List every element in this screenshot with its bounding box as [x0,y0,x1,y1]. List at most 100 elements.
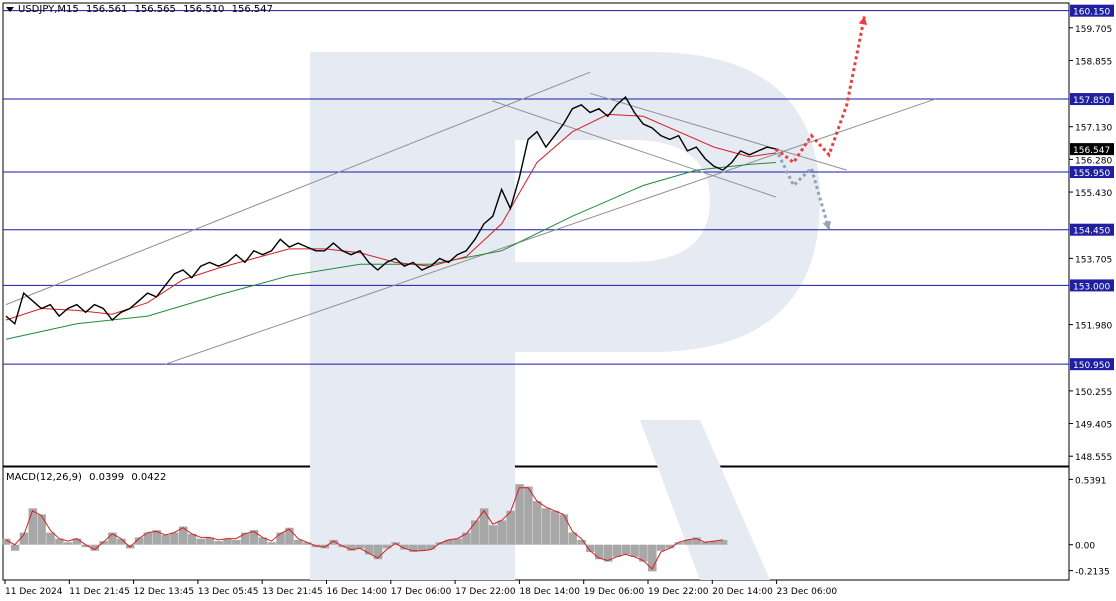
low-price: 156.510 [183,4,225,15]
watermark-shape-bottom [310,420,770,580]
level-label-bg [1070,166,1114,179]
macd-bar [665,544,675,549]
level-label-bg [1070,279,1114,292]
price-tick-label: 148.555 [1075,453,1112,463]
macd-bar [417,544,427,551]
current-price-label: 156.547 [1073,146,1110,156]
macd-bar [55,538,64,545]
time-tick-label: 17 Dec 22:00 [455,587,516,597]
forecast-red-arrow [774,16,868,165]
macd-bar [240,532,250,545]
macd-bar [621,544,630,555]
macd-bar [639,544,648,562]
macd-bar [143,532,153,545]
forecast-grey-arrow-path [774,148,831,231]
macd-bar [179,526,188,545]
price-tick-label: 156.280 [1075,156,1112,166]
symbol-header[interactable]: USDJPY,M15 156.561 156.565 156.510 156.5… [6,4,277,15]
forecast-red-arrow-head [858,16,868,26]
macd-bar [497,520,507,545]
level-label-bg [1070,358,1114,371]
macd-bar [364,544,374,555]
macd-bar [524,486,533,545]
macd-header: MACD(12,26,9) 0.0399 0.0422 [6,472,170,483]
ma-fast-line [5,113,776,321]
macd-bar [373,544,383,560]
level-label: 153.000 [1073,282,1110,292]
time-tick-label: 11 Dec 2024 [5,587,63,597]
macd-bar [506,510,515,545]
macd-bar [479,508,489,545]
macd-bar [196,538,206,545]
macd-bar [90,544,99,551]
macd-name: MACD(12,26,9) [6,472,82,483]
forecast-grey-arrow [774,148,832,231]
channel-line [165,98,936,365]
macd-bar [444,539,453,545]
macd-bar [329,539,338,545]
price-tick-label: 150.255 [1075,388,1112,398]
macd-bar [550,510,560,545]
time-tick-label: 18 Dec 14:00 [519,587,580,597]
price-tick-label: 151.980 [1075,322,1112,332]
chevron-down-icon[interactable] [6,6,14,12]
macd-tick-label: 0.5391 [1075,476,1107,486]
macd-bar [533,501,542,545]
macd-bar [409,544,418,552]
macd-signal-line [5,487,723,570]
current-price-bg [1070,143,1114,156]
macd-bar [515,484,524,545]
time-tick-label: 13 Dec 05:45 [198,587,259,597]
macd-bar [2,538,11,545]
time-tick-label: 13 Dec 21:45 [262,587,323,597]
time-tick-label: 19 Dec 22:00 [648,587,709,597]
macd-bar [19,532,29,545]
channel-line [589,92,847,171]
macd-bar [656,544,666,551]
macd-bar [152,530,161,545]
macd-bar [258,537,268,545]
macd-bar [577,539,586,545]
macd-bar [232,539,241,545]
macd-bar [72,538,82,545]
macd-bar [294,539,303,545]
time-tick-label: 11 Dec 21:45 [69,587,130,597]
macd-bar [648,544,657,572]
macd-bar [214,541,223,545]
time-tick-label: 17 Dec 06:00 [391,587,452,597]
time-tick-label: 19 Dec 06:00 [584,587,645,597]
price-tick-label: 158.855 [1075,57,1112,67]
macd-bar [276,532,285,545]
macd-bar [692,537,701,545]
macd-bar [718,539,728,545]
macd-bar [205,537,215,545]
macd-bar [285,527,294,545]
macd-bar [108,532,117,545]
channel-line [5,71,591,306]
macd-signal-value: 0.0422 [131,472,167,483]
macd-bar [161,535,170,545]
macd-bar [99,541,108,545]
macd-bar [630,544,639,557]
level-label: 155.950 [1073,169,1110,179]
macd-bar [347,544,356,551]
macd-bar [612,544,622,557]
macd-main-value: 0.0399 [89,472,125,483]
time-tick-label: 23 Dec 06:00 [777,587,838,597]
price-tick-label: 159.705 [1075,25,1112,35]
macd-bar [701,542,710,545]
macd-tick-label: 0.00 [1075,542,1095,552]
macd-bar [267,542,276,545]
macd-bar [559,514,569,545]
macd-tick-label: -0.2135 [1075,568,1110,578]
price-tick-label: 157.130 [1075,124,1112,134]
macd-bar [356,544,365,549]
macd-bar [10,544,20,551]
price-tick-label: 155.430 [1075,189,1112,199]
macd-bar [117,538,126,545]
level-label: 160.150 [1073,8,1110,18]
macd-bar [488,525,498,545]
forecast-grey-arrow-head [822,220,832,230]
